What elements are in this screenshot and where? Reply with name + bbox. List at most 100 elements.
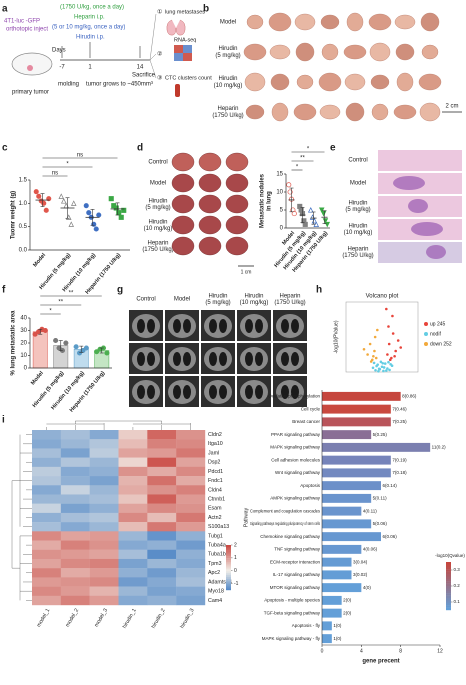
legend-label: up 245 (430, 321, 446, 327)
heatmap-cell (118, 577, 148, 587)
category-label: Complement and coagulation cascades (250, 508, 321, 513)
legend-colorbar (446, 578, 451, 582)
value-label: 1(0) (333, 623, 342, 628)
ct-lung (255, 352, 263, 366)
significance-label: * (66, 162, 69, 168)
tumor-photo (319, 104, 341, 120)
tumor-photo (419, 102, 441, 122)
point (60, 198, 67, 204)
row-label: Control (148, 160, 167, 166)
lung-photo (171, 215, 195, 235)
heatmap-cell (176, 586, 206, 596)
row-label: Hirudin (348, 223, 367, 229)
days-label: Days (52, 48, 66, 54)
ct-lung (219, 352, 227, 366)
value-label: 6(0.14) (383, 483, 398, 488)
heatmap-cell (32, 531, 62, 541)
heatmap-cell (147, 558, 177, 569)
histology-lesion (393, 176, 425, 190)
ct-lung (281, 352, 289, 366)
heatmap-cell (32, 549, 62, 560)
y-tick-label: 0 (280, 226, 284, 232)
colorbar (226, 567, 231, 570)
lung-photo (198, 215, 222, 235)
column-label: Hirudin (244, 293, 263, 299)
value-label: 2(0) (343, 610, 352, 615)
colorbar (226, 558, 231, 561)
ct-lung (245, 385, 253, 399)
lung-photo (171, 194, 195, 214)
category-label: Apoptosis - multiple species (264, 598, 321, 603)
row-label: Heparin (147, 240, 168, 246)
row-label: Actn2 (208, 515, 222, 521)
row-label: Myo18 (208, 589, 224, 595)
heatmap-cell (147, 476, 177, 486)
category-label: Breast cancer (292, 419, 320, 424)
legend-colorbar (446, 590, 451, 594)
day: -7 (59, 65, 65, 71)
value-label: 3(0.04) (353, 559, 368, 564)
point (56, 345, 62, 351)
category-label: AMPK signaling pathway (270, 496, 321, 501)
category-label: Wnt signaling pathway (275, 470, 321, 475)
ct-lung (173, 352, 181, 366)
lung-photo (171, 173, 195, 193)
tumor-photo (371, 103, 389, 121)
heatmap-cell (147, 549, 177, 560)
heatmap-cell (176, 540, 206, 550)
category-label: ECM-receptor interaction (270, 559, 321, 564)
ct-body (276, 380, 304, 404)
outcome-marker: ③ (157, 75, 162, 82)
point (63, 340, 69, 346)
significance-label: ns (77, 153, 83, 159)
heatmap-cell (89, 466, 119, 477)
value-label: 6(0.06) (383, 534, 398, 539)
ct-body (276, 347, 304, 371)
colorbar (226, 576, 231, 579)
column-label: hirudin_3 (179, 608, 195, 630)
heatmap-cell (32, 476, 62, 486)
legend-colorbar (446, 586, 451, 589)
value-label: 2(0) (343, 598, 352, 603)
bar (322, 570, 352, 580)
value-label: 7(0.19) (392, 457, 407, 462)
heatmap-cell (118, 531, 148, 541)
row-label: Jaml (208, 450, 219, 456)
lung-photo (225, 152, 249, 172)
tumor-photo (269, 44, 291, 60)
colorbar (226, 586, 231, 589)
point (80, 347, 86, 354)
y-tick-label: 0.0 (19, 248, 28, 254)
legend-label: nodif (430, 331, 441, 337)
heatmap-cell (32, 512, 62, 523)
point (372, 361, 376, 365)
value-label: 4(0.06) (363, 547, 378, 552)
heatmap-cell (118, 439, 148, 449)
histology-lesion (408, 199, 428, 213)
heatmap-cell (147, 494, 177, 504)
legend-colorbar (446, 574, 451, 577)
colorbar (226, 545, 231, 548)
heatmap-cell (118, 558, 148, 569)
heatmap-cell (176, 595, 206, 606)
heatmap-cell (89, 430, 119, 440)
x-tick-label: Model (30, 370, 45, 386)
point (396, 339, 400, 342)
heatmap-cell (60, 466, 90, 477)
column-label: (1750 U/kg) (274, 300, 305, 306)
lung-photo (198, 173, 222, 193)
tumor-photo (246, 14, 264, 30)
legend-colorbar (446, 583, 451, 587)
point (76, 350, 83, 356)
ct-lung (183, 385, 191, 399)
heatmap-cell (147, 430, 177, 440)
row-label: (1750 U/kg) (212, 113, 243, 119)
point (68, 221, 75, 227)
point (379, 360, 383, 364)
tumor-photo (271, 102, 289, 122)
heatmap-cell (147, 503, 177, 514)
heatmap-cell (60, 494, 90, 504)
heatmap-cell (147, 439, 177, 449)
point (42, 327, 48, 334)
